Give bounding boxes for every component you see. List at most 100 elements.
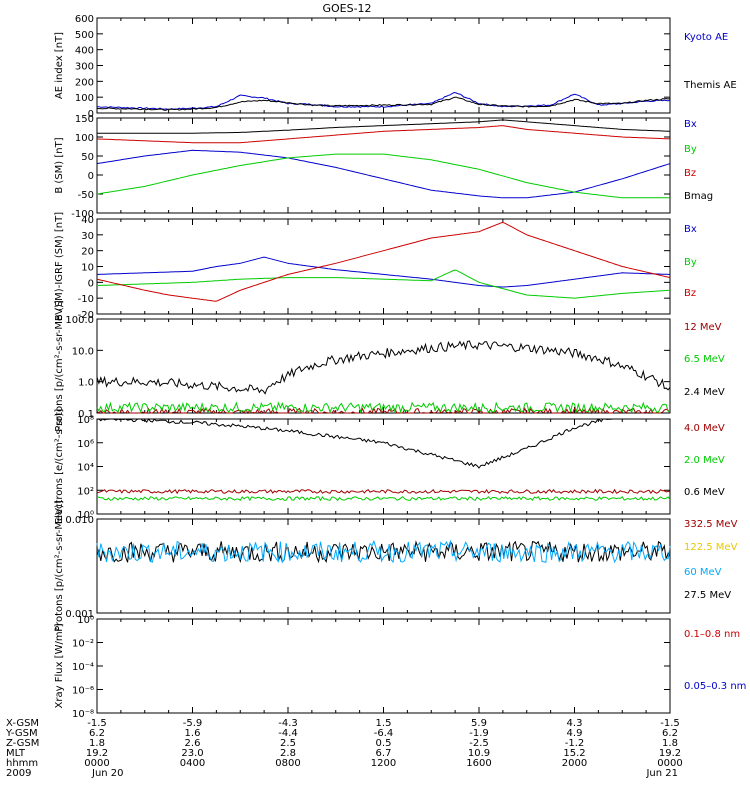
y-tick-label: 300 (75, 62, 94, 73)
x-axis-value: 5.9 (471, 718, 487, 729)
y-tick-label: 30 (81, 231, 94, 242)
series-line-4-0-mev (96, 488, 671, 495)
legend-label: Bx (684, 224, 697, 235)
series-line-themis-ae (96, 96, 671, 111)
x-axis-value: 6.7 (376, 748, 392, 759)
x-axis-value: -5.9 (183, 718, 203, 729)
x-axis-row-label: 2009 (6, 768, 31, 779)
series-line-by (96, 269, 671, 299)
y-tick-label: 1.0 (78, 378, 94, 389)
x-axis-value: 23.0 (181, 748, 203, 759)
x-axis-value: 4.9 (567, 728, 583, 739)
legend-label: Themis AE (683, 80, 737, 91)
x-axis-value: 15.2 (563, 748, 585, 759)
y-tick-label: 150 (75, 114, 94, 125)
x-axis-value: 1.8 (662, 738, 678, 749)
y-tick-label: 0.010 (65, 515, 94, 526)
y-tick-label: 20 (81, 247, 94, 258)
x-axis-value: 10.9 (468, 748, 490, 759)
y-tick-label: 600 (75, 14, 94, 25)
x-axis-value: -4.4 (278, 728, 298, 739)
legend-label: 27.5 MeV (684, 590, 731, 601)
y-axis-label: AE index [nT] (54, 32, 65, 99)
y-axis-label: Protons [p/(cm²-s-sr-MeV)] (54, 300, 65, 432)
legend-label: 2.4 MeV (684, 387, 725, 398)
y-tick-label: 500 (75, 30, 94, 41)
series-line-bx (97, 256, 670, 288)
legend-label: Kyoto AE (684, 32, 728, 43)
x-axis-value: Jun 20 (91, 768, 124, 779)
y-tick-label: 0 (88, 278, 94, 289)
y-axis-label: Electrons [e/(cm²-s-sr)] (54, 409, 65, 525)
x-axis-value: 19.2 (86, 748, 108, 759)
y-tick-label: 10⁰ (77, 615, 94, 626)
series-line-27-5-mev (96, 540, 671, 564)
y-tick-label: 10.0 (72, 346, 94, 357)
legend-label: 122.5 MeV (684, 542, 738, 553)
panel-frame (96, 618, 671, 714)
y-tick-label: 10⁻⁸ (72, 709, 94, 720)
legend-label: 0.6 MeV (684, 487, 725, 498)
x-axis-value: 19.2 (659, 748, 681, 759)
series-line-0-6-mev (96, 418, 670, 469)
series-line-by (96, 153, 670, 199)
x-axis-value: 0800 (275, 758, 300, 769)
y-tick-label: 10⁸ (77, 415, 94, 426)
x-axis-value: 2000 (562, 758, 587, 769)
x-axis-table: X-GSMY-GSMZ-GSMMLThhmm2009-1.56.21.819.2… (5, 718, 683, 779)
panel-frame (96, 117, 671, 214)
x-axis-row-label: Z-GSM (6, 738, 39, 749)
x-axis-value: 2.5 (280, 738, 296, 749)
y-tick-label: 100 (75, 93, 94, 104)
series-line-bz (96, 221, 671, 302)
series-line-kyoto-ae (97, 91, 671, 110)
y-axis-label: B (SM) [nT] (54, 137, 65, 193)
legend-label: Bz (684, 288, 696, 299)
y-tick-label: 0 (88, 171, 94, 182)
x-axis-value: 0.5 (376, 738, 392, 749)
legend-label: 6.5 MeV (684, 354, 725, 365)
y-tick-label: 200 (75, 77, 94, 88)
panel-frame (96, 17, 671, 114)
series-line-2-4-mev (96, 340, 671, 395)
x-axis-value: 1.5 (376, 718, 392, 729)
series-line-12-mev (96, 407, 671, 415)
legend-label: By (684, 144, 697, 155)
x-axis-value: 4.3 (567, 718, 583, 729)
y-tick-label: -100 (71, 209, 94, 220)
x-axis-value: -1.5 (660, 718, 680, 729)
x-axis-value: -1.5 (87, 718, 107, 729)
x-axis-value: -4.3 (278, 718, 298, 729)
panel-1: 0 100 200 300 400 500 600 AE index [nT] Kyoto AE… (54, 14, 737, 120)
x-axis-value: 0000 (84, 758, 109, 769)
y-axis-label: Protons [p/(cm²-s-sr-MeV)] (54, 500, 65, 632)
y-tick-label: 0.001 (65, 609, 94, 620)
y-tick-label: 10⁴ (77, 463, 94, 474)
x-axis-row-label: Y-GSM (5, 728, 38, 739)
y-tick-label: 0 (88, 109, 94, 120)
legend-label: 0.05–0.3 nm (684, 681, 746, 692)
x-axis-row-label: hhmm (6, 758, 38, 769)
x-axis-value: -6.4 (374, 728, 394, 739)
x-axis-value: 1600 (466, 758, 491, 769)
series-line-bx (96, 149, 671, 199)
y-tick-label: 50 (81, 152, 94, 163)
series-line-6-5-mev (96, 401, 671, 415)
y-tick-label: 400 (75, 46, 94, 57)
panel-frame (96, 318, 671, 414)
y-tick-label: 10⁻⁶ (72, 686, 94, 697)
y-tick-label: 10⁻² (72, 639, 94, 650)
x-axis-value: 1.8 (89, 738, 105, 749)
x-axis-value: -2.5 (469, 738, 489, 749)
x-axis-value: -1.9 (469, 728, 489, 739)
panel-frame (96, 418, 671, 515)
legend-label: 60 MeV (684, 567, 722, 578)
legend-label: Bx (684, 119, 697, 130)
y-tick-label: -20 (78, 310, 94, 321)
x-axis-value: 0400 (180, 758, 205, 769)
panel-frame (96, 218, 671, 315)
x-axis-row-label: X-GSM (6, 718, 39, 729)
